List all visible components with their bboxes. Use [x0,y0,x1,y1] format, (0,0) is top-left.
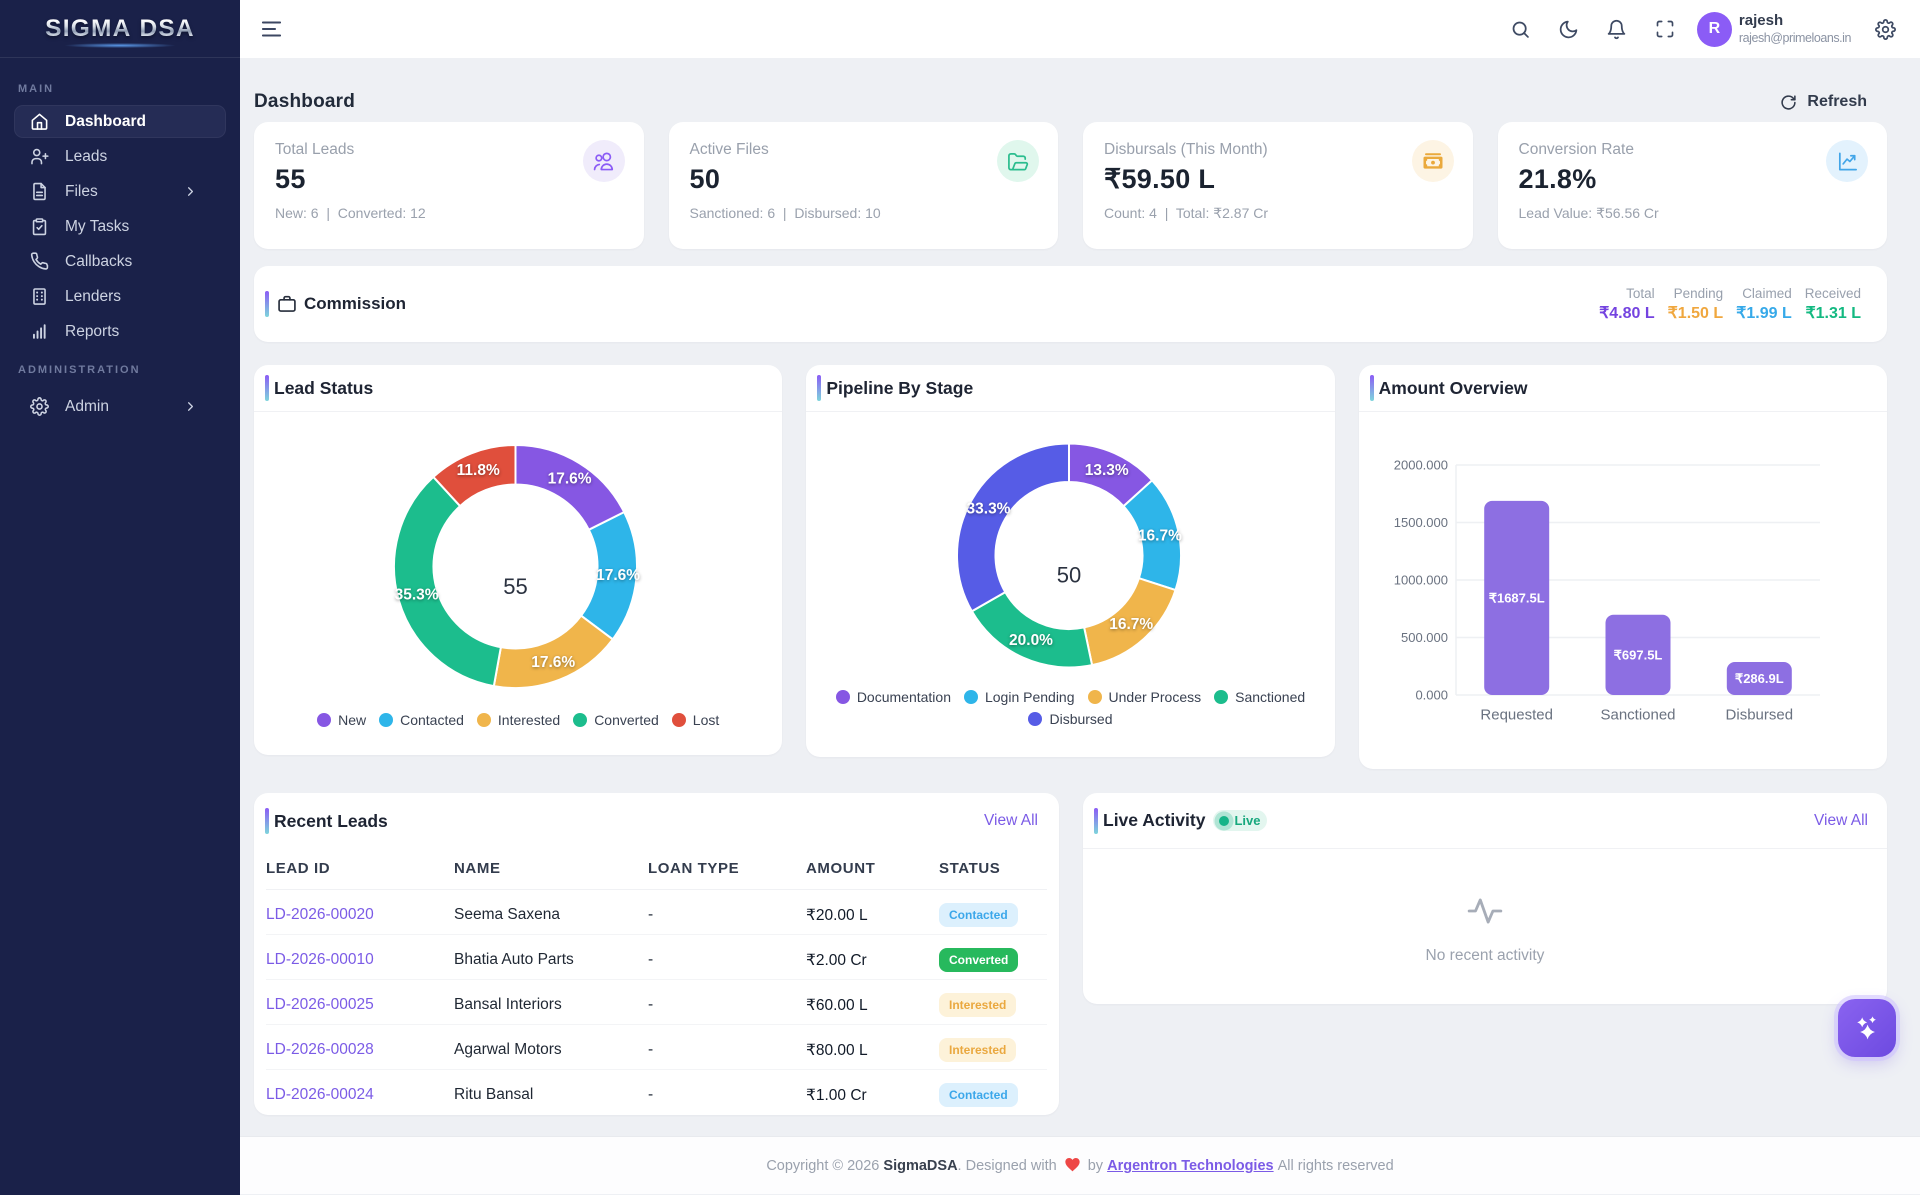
svg-text:13.3%: 13.3% [1085,462,1129,479]
svg-text:₹286.9L: ₹286.9L [1735,671,1784,686]
svg-text:11.8%: 11.8% [457,462,500,479]
svg-text:17.6%: 17.6% [548,470,592,487]
svg-text:0.000: 0.000 [1415,688,1448,703]
svg-text:2000.000: 2000.000 [1393,458,1447,473]
svg-text:50: 50 [1057,563,1081,588]
svg-text:33.3%: 33.3% [967,500,1011,517]
svg-text:17.6%: 17.6% [531,654,575,671]
svg-text:₹1687.5L: ₹1687.5L [1488,591,1544,606]
svg-text:1500.000: 1500.000 [1393,515,1447,530]
svg-text:16.7%: 16.7% [1138,528,1182,545]
svg-text:Sanctioned: Sanctioned [1600,707,1675,724]
svg-text:55: 55 [503,574,527,599]
svg-text:Requested: Requested [1480,707,1553,724]
svg-text:17.6%: 17.6% [596,567,640,584]
svg-text:500.000: 500.000 [1401,630,1448,645]
svg-text:Disbursed: Disbursed [1725,707,1793,724]
svg-text:₹697.5L: ₹697.5L [1613,647,1662,662]
svg-text:35.3%: 35.3% [395,587,439,604]
svg-text:20.0%: 20.0% [1009,632,1053,649]
svg-text:16.7%: 16.7% [1110,616,1154,633]
svg-text:1000.000: 1000.000 [1393,573,1447,588]
